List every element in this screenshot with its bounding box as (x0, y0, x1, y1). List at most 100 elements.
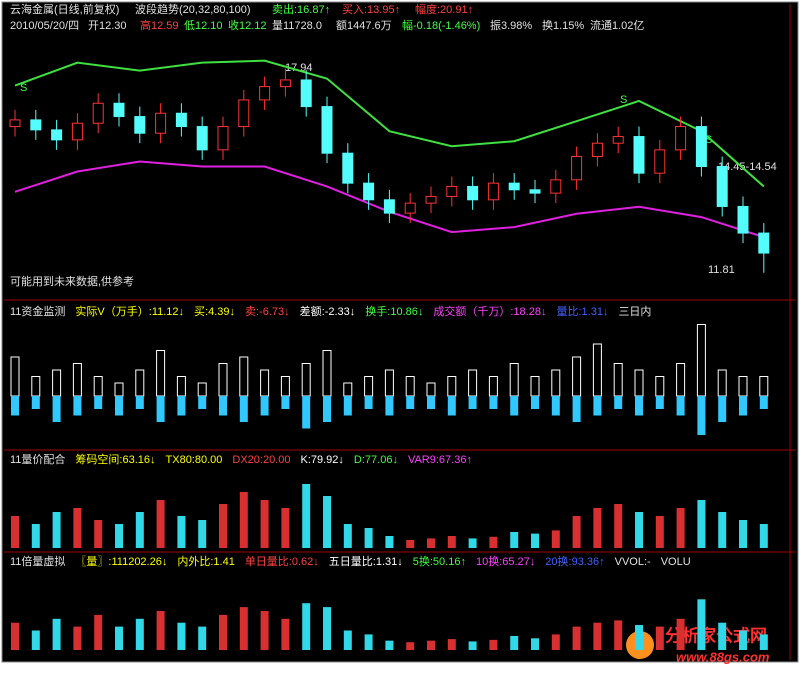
volume-bar (135, 512, 144, 548)
volume-bar (739, 520, 747, 548)
volume-bar (323, 496, 331, 548)
candle-body (113, 102, 125, 118)
candle-body (529, 189, 541, 194)
volume-bar (52, 512, 61, 548)
candle-body (155, 112, 167, 134)
volume-bar (115, 524, 123, 548)
panel-label: 内外比:1.41 (177, 554, 234, 568)
turnover: 换1.15% (542, 18, 584, 32)
volume-bar (468, 538, 477, 548)
panel-label: 三日内 (618, 304, 651, 318)
volume-bar (198, 626, 207, 650)
sell-bar (697, 396, 706, 435)
panel-label: 单日量比:0.62↓ (245, 555, 319, 568)
volume-bar (260, 611, 269, 650)
date: 2010/05/20/四 (10, 20, 79, 32)
sell-bar (406, 396, 415, 409)
panel-label: 成交额（千万）:18.28↓ (433, 304, 546, 318)
panel-label: 11资金监测 (10, 304, 65, 318)
sell-bar (11, 396, 19, 416)
candle-body (175, 112, 187, 128)
volume-bar (759, 524, 768, 548)
candle-body (550, 179, 562, 194)
panel-label: 11量价配合 (10, 452, 65, 466)
volume-bar (52, 618, 61, 650)
volume-bar (94, 520, 103, 548)
sell-bar (718, 396, 727, 422)
volume-bar (156, 500, 165, 548)
sell-bar (177, 396, 186, 416)
panel-label: 实际V（万手）:11.12↓ (75, 304, 184, 318)
sell-bar (593, 396, 602, 416)
candle-body (9, 119, 21, 128)
volume-bar (697, 599, 706, 650)
volume-bar (676, 618, 685, 650)
panel-label: VVOL:- (615, 556, 651, 568)
sell-bar (759, 396, 768, 409)
volume-bar (281, 618, 290, 650)
sell-bar (468, 396, 477, 409)
volume-bar (510, 532, 519, 548)
panel-label: 10换:65.27↓ (476, 554, 535, 568)
volume-bar (260, 500, 269, 548)
panel-label: VOLU (661, 556, 691, 568)
candle-body (259, 86, 271, 101)
high: 高12.59 (140, 18, 179, 32)
candle-body (591, 142, 603, 158)
volume-bar (427, 538, 435, 548)
peak-label: 17.94 (285, 62, 313, 74)
volume-bar (135, 618, 144, 650)
sell-bar (52, 396, 61, 422)
candle-body (134, 116, 146, 134)
sell-bar (239, 396, 248, 422)
warning: 可能用到未来数据,供参考 (10, 274, 134, 288)
volume-bar (572, 626, 581, 650)
bottom-label: 11.81 (708, 264, 735, 276)
sell-bar (343, 396, 352, 416)
sell-bar (94, 396, 103, 409)
volume-bar (385, 640, 394, 650)
swing: 振3.98% (490, 18, 532, 32)
volume-bar (219, 504, 227, 548)
volume-bar (551, 634, 560, 650)
panel-label: 筹码空间:63.16↓ (75, 452, 155, 466)
volume-bar (593, 508, 602, 548)
candle-body (300, 79, 312, 108)
volume-bar (697, 500, 706, 548)
candle-body (217, 126, 229, 151)
low: 低12.10 (184, 19, 223, 32)
panel-label: 20换:93.36↑ (545, 554, 604, 568)
candle-body (633, 136, 645, 174)
candle-body (404, 202, 416, 214)
sell-bar (447, 396, 456, 416)
volume-bar (427, 640, 435, 650)
candle-body (196, 126, 208, 151)
volume-bar (614, 504, 623, 548)
volume-bar (635, 625, 643, 650)
volume-bar (115, 626, 123, 650)
sell-bar (364, 396, 373, 409)
candle-body (342, 152, 354, 184)
title: 云海金属(日线,前复权) (10, 2, 119, 16)
candle-body (487, 182, 499, 201)
sell-bar (115, 396, 123, 416)
panel-label: 换手:10.86↓ (365, 304, 423, 318)
candle-body (446, 185, 458, 197)
volume-bar (385, 536, 394, 548)
sell-bar (302, 396, 311, 429)
amp: 幅度:20.91↑ (415, 2, 473, 16)
sell-bar (531, 396, 539, 409)
sell-bar (676, 396, 685, 416)
candle-body (737, 205, 749, 234)
volume-bar (635, 512, 643, 548)
range-label: 14.45-14.54 (718, 161, 777, 173)
signal: S (705, 134, 712, 146)
volume-bar (281, 508, 290, 548)
volume-bar (31, 630, 40, 650)
volume-bar (31, 524, 40, 548)
volume-bar (302, 484, 311, 548)
volume-bar (156, 611, 165, 650)
candle-body (238, 99, 250, 128)
